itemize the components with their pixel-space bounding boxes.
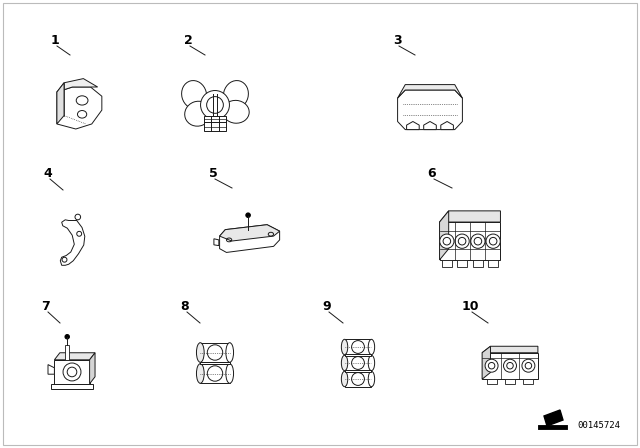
Polygon shape [204,116,226,131]
Polygon shape [482,353,538,379]
Circle shape [504,359,516,372]
Polygon shape [48,365,54,374]
Polygon shape [90,353,95,384]
Polygon shape [440,222,500,260]
Text: 00145724: 00145724 [577,421,620,430]
Ellipse shape [76,96,88,105]
Circle shape [522,359,535,372]
Circle shape [351,340,364,353]
Polygon shape [51,384,93,388]
Circle shape [63,363,81,381]
Text: 2: 2 [184,34,193,47]
Polygon shape [200,364,230,383]
Circle shape [351,373,364,385]
Text: 3: 3 [393,34,401,47]
Polygon shape [424,121,436,129]
Text: 7: 7 [42,300,51,313]
Polygon shape [473,260,483,267]
Polygon shape [344,370,371,372]
Ellipse shape [182,81,207,109]
Polygon shape [344,355,371,370]
Ellipse shape [196,343,204,362]
Circle shape [65,335,69,339]
Circle shape [207,366,223,381]
Polygon shape [60,220,84,265]
Polygon shape [57,87,102,129]
Circle shape [486,234,500,248]
Polygon shape [488,260,498,267]
Circle shape [471,234,485,248]
Ellipse shape [196,364,204,383]
Polygon shape [397,85,462,98]
Ellipse shape [223,81,248,109]
Polygon shape [441,121,453,129]
Text: 6: 6 [428,167,436,180]
Polygon shape [65,345,69,360]
Polygon shape [57,78,98,92]
Polygon shape [406,121,419,129]
Polygon shape [457,260,467,267]
Text: 5: 5 [209,167,218,180]
Text: 9: 9 [323,300,332,313]
Polygon shape [544,410,563,426]
Polygon shape [524,379,534,384]
Polygon shape [214,239,219,246]
Ellipse shape [368,355,374,370]
Polygon shape [200,343,230,362]
Ellipse shape [226,343,234,362]
Ellipse shape [223,100,249,123]
Polygon shape [344,371,371,387]
Circle shape [351,357,364,370]
Circle shape [207,345,223,360]
Ellipse shape [341,355,348,370]
Polygon shape [482,346,538,353]
Ellipse shape [368,371,374,387]
Polygon shape [344,354,371,356]
Text: 8: 8 [180,300,189,313]
Polygon shape [397,90,462,129]
Ellipse shape [341,339,348,355]
Polygon shape [54,353,95,360]
Polygon shape [220,225,280,241]
Polygon shape [486,379,497,384]
Text: 4: 4 [44,167,52,180]
Polygon shape [344,339,371,355]
Polygon shape [505,379,515,384]
Polygon shape [54,360,90,384]
Circle shape [440,234,454,248]
Ellipse shape [368,339,374,355]
Circle shape [200,90,230,120]
Circle shape [485,359,498,372]
Polygon shape [220,225,280,252]
Polygon shape [57,83,64,124]
Circle shape [455,234,469,248]
Circle shape [246,213,250,217]
Ellipse shape [185,101,211,126]
Polygon shape [440,211,500,222]
Ellipse shape [341,371,348,387]
Text: 10: 10 [461,300,479,313]
Polygon shape [200,362,230,364]
Ellipse shape [226,364,234,383]
Text: 1: 1 [51,34,60,47]
Ellipse shape [77,111,87,118]
Polygon shape [442,260,452,267]
Polygon shape [440,211,449,260]
Polygon shape [482,346,490,379]
